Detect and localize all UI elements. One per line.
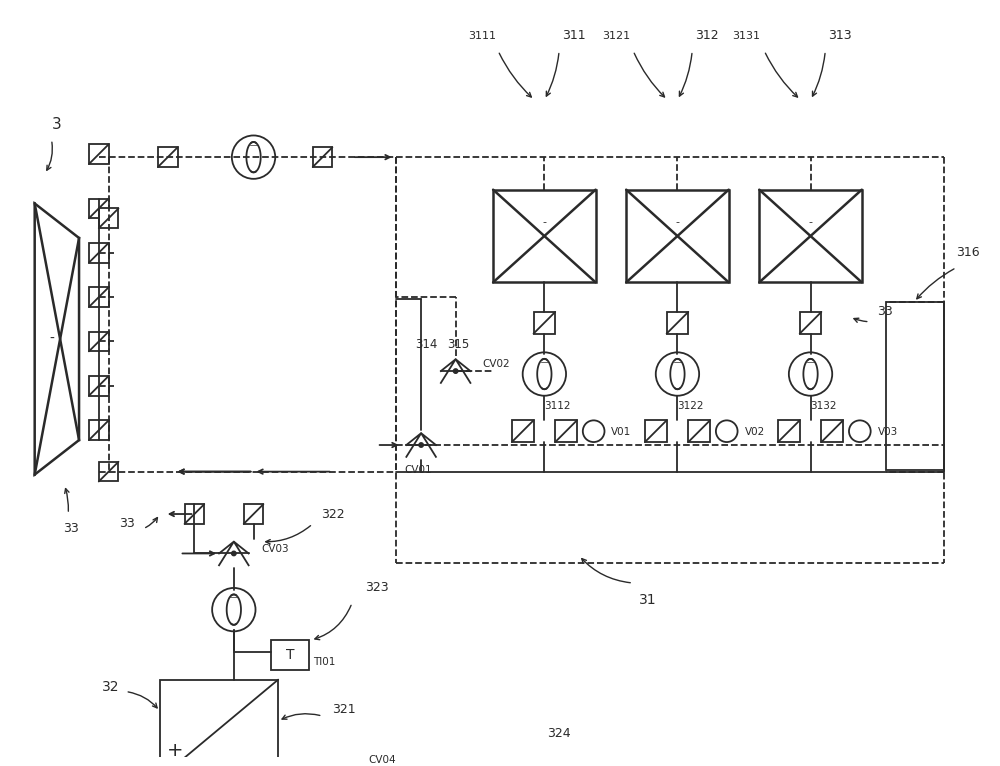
Bar — [688, 421, 710, 442]
Text: 3: 3 — [52, 117, 61, 132]
Text: 313: 313 — [828, 29, 852, 42]
Bar — [89, 243, 109, 263]
Text: TI01: TI01 — [313, 657, 335, 667]
Bar — [886, 302, 944, 470]
Text: 315: 315 — [447, 338, 470, 351]
Circle shape — [523, 352, 566, 396]
Text: 324: 324 — [547, 728, 571, 741]
Bar — [99, 462, 118, 482]
Bar — [160, 679, 278, 766]
Bar — [534, 312, 555, 334]
Text: 314: 314 — [415, 338, 437, 351]
Circle shape — [232, 136, 275, 178]
Circle shape — [716, 421, 738, 442]
Circle shape — [583, 421, 604, 442]
Bar — [89, 198, 109, 218]
Text: 323: 323 — [365, 581, 389, 594]
Text: 3112: 3112 — [544, 401, 571, 411]
Text: 3131: 3131 — [732, 31, 760, 41]
Text: 312: 312 — [695, 29, 719, 42]
Circle shape — [212, 588, 256, 631]
Text: 322: 322 — [321, 508, 344, 521]
Text: 33: 33 — [119, 517, 135, 530]
Bar — [158, 147, 178, 167]
Text: 3132: 3132 — [811, 401, 837, 411]
Bar — [821, 421, 843, 442]
Text: V02: V02 — [744, 427, 765, 437]
Text: -: - — [675, 217, 679, 227]
Text: V03: V03 — [878, 427, 898, 437]
Bar — [759, 190, 862, 283]
Text: 311: 311 — [562, 29, 586, 42]
Bar — [89, 144, 109, 164]
Text: 316: 316 — [956, 247, 980, 259]
Bar — [244, 504, 263, 524]
Text: -: - — [809, 217, 813, 227]
Circle shape — [656, 352, 699, 396]
Bar — [271, 640, 309, 669]
Text: CV02: CV02 — [482, 359, 510, 369]
Circle shape — [849, 421, 871, 442]
Text: CV04: CV04 — [368, 755, 396, 765]
Bar — [512, 421, 534, 442]
Bar — [99, 208, 118, 228]
Text: 321: 321 — [332, 702, 356, 715]
Bar — [493, 190, 596, 283]
Text: 3122: 3122 — [677, 401, 704, 411]
Bar — [89, 332, 109, 352]
Bar — [800, 312, 821, 334]
Text: T: T — [286, 648, 294, 662]
Text: +: + — [166, 741, 183, 760]
Bar — [555, 421, 577, 442]
Text: V01: V01 — [611, 427, 632, 437]
Bar — [645, 421, 667, 442]
Text: CV01: CV01 — [404, 465, 432, 475]
Text: CV03: CV03 — [261, 544, 289, 554]
Bar — [778, 421, 800, 442]
Bar — [313, 147, 332, 167]
Bar — [667, 312, 688, 334]
Bar — [89, 376, 109, 396]
Text: 3111: 3111 — [468, 31, 496, 41]
Text: 33: 33 — [877, 306, 892, 319]
Bar — [89, 287, 109, 307]
Text: -: - — [542, 217, 546, 227]
Bar — [185, 504, 204, 524]
Bar — [626, 190, 729, 283]
Text: 3121: 3121 — [602, 31, 630, 41]
Text: 32: 32 — [102, 679, 119, 693]
Circle shape — [789, 352, 832, 396]
Bar — [89, 421, 109, 440]
Text: 31: 31 — [639, 593, 657, 607]
Circle shape — [419, 443, 423, 447]
Text: -: - — [50, 332, 54, 346]
Circle shape — [232, 552, 236, 555]
Circle shape — [453, 369, 458, 373]
Text: 33: 33 — [63, 522, 79, 535]
